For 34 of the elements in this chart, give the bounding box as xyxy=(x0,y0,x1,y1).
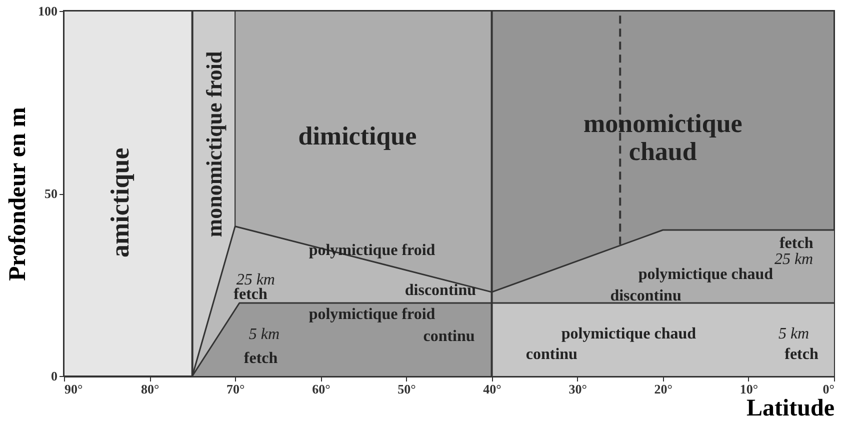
x-tick-label: 70° xyxy=(226,382,245,396)
annotation: 5 km xyxy=(778,326,810,343)
annotation: polymictique chaud xyxy=(638,266,774,283)
annotation: monomictique froid xyxy=(202,51,227,238)
x-tick-label: 0° xyxy=(822,382,834,396)
annotation: fetch xyxy=(779,234,814,252)
x-axis-title: Latitude xyxy=(746,396,835,422)
y-tick-label: 50 xyxy=(44,186,58,201)
y-axis-title: Profondeur en m xyxy=(5,107,31,281)
x-tick-label: 40° xyxy=(483,382,502,396)
annotation: amictique xyxy=(105,148,134,258)
annotation: 25 km xyxy=(774,251,814,268)
y-tick-label: 100 xyxy=(38,4,58,18)
annotation: 25 km xyxy=(236,271,275,288)
annotation: monomictique chaud xyxy=(583,109,742,166)
annotation: fetch xyxy=(784,346,818,364)
x-tick-label: 60° xyxy=(312,382,330,396)
y-tick-label: 0 xyxy=(51,368,58,384)
annotation: 5 km xyxy=(248,326,280,344)
x-tick-label: 50° xyxy=(398,382,416,396)
annotation: fetch xyxy=(234,286,268,303)
annotation: discontinu xyxy=(404,282,476,300)
x-tick-label: 20° xyxy=(654,382,672,396)
annotation: polymictique chaud xyxy=(561,326,696,343)
annotation: polymictique froid xyxy=(308,306,436,323)
annotation: fetch xyxy=(244,350,278,367)
annotation: dimictique xyxy=(298,122,417,151)
x-tick-label: 10° xyxy=(740,382,758,396)
x-tick-label: 80° xyxy=(140,382,160,396)
x-tick-label: 30° xyxy=(568,382,587,396)
annotation: discontinu xyxy=(610,288,682,305)
annotation: continu xyxy=(526,346,578,364)
x-tick-label: 90° xyxy=(64,382,83,396)
annotation: continu xyxy=(423,328,475,345)
